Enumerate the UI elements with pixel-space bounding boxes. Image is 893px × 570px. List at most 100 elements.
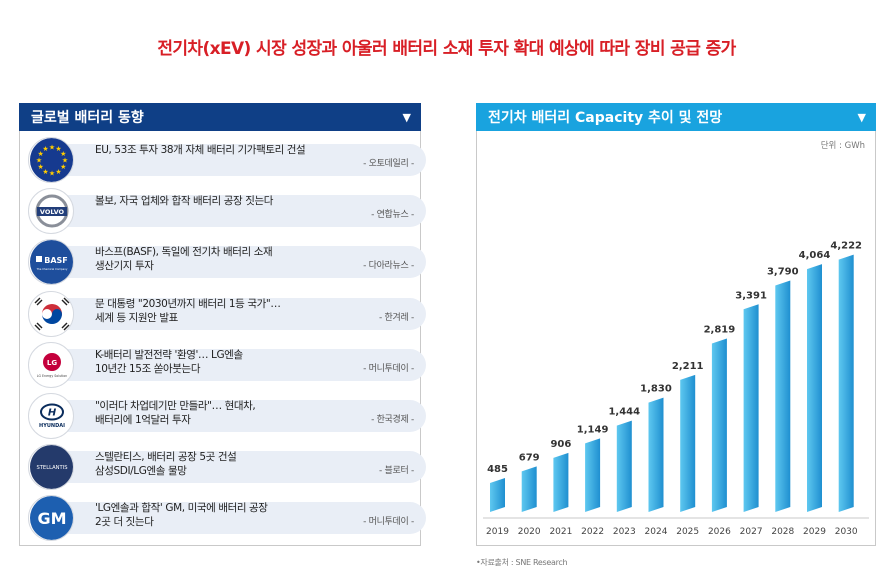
bar-2019 <box>490 478 505 512</box>
svg-text:H: H <box>48 408 57 419</box>
x-tick-2022: 2022 <box>581 527 604 537</box>
chart-area: 단위 : GWh 485 2019 679 2020 906 2021 1,149 2022 1… <box>476 131 876 546</box>
news-item[interactable]: BASF The Chemical Company 바스프(BASF), 독일에 … <box>20 239 426 287</box>
news-item[interactable]: VOLVO 볼보, 자국 업체와 합작 배터리 공장 짓는다 - 연합뉴스 - <box>20 188 426 236</box>
news-headline[interactable]: 볼보, 자국 업체와 합작 배터리 공장 짓는다 <box>95 195 273 208</box>
battery-capacity-panel: 전기차 배터리 Capacity 추이 및 전망 ▼ 단위 : GWh 485 2… <box>476 103 876 546</box>
news-item[interactable]: ★ ★ ★ ★ ★ ★ ★ ★ ★ ★ ★ ★ EU, 53조 투자 38개 자체 배터리 기가팩토리 … <box>20 137 426 185</box>
news-headline[interactable]: EU, 53조 투자 38개 자체 배터리 기가팩토리 건설 <box>95 144 306 156</box>
news-headline[interactable]: K-배터리 발전전략 '환영'… LG엔솔 10년간 15조 쏟아붓는다 <box>95 348 243 375</box>
news-headline[interactable]: 스텔란티스, 배터리 공장 5곳 건설 삼성SDI/LG엔솔 물망 <box>95 451 237 478</box>
caret-down-icon[interactable]: ▼ <box>402 110 411 124</box>
logo-subtext: LG Energy Solution <box>37 374 67 378</box>
value-label-2028: 3,790 <box>767 266 799 277</box>
value-label-2029: 4,064 <box>799 250 831 261</box>
lg-energy-logo: LG LG Energy Solution <box>28 341 74 388</box>
news-item-background <box>44 451 426 484</box>
value-label-2022: 1,149 <box>577 424 609 435</box>
svg-text:★: ★ <box>60 150 66 158</box>
bar-2028 <box>775 280 791 512</box>
news-item-background <box>44 297 426 330</box>
news-source: - 오토데일리 - <box>363 159 414 169</box>
news-item-background <box>44 144 426 176</box>
svg-text:★: ★ <box>36 157 42 165</box>
news-headline[interactable]: 바스프(BASF), 독일에 전기차 배터리 소재 생산기지 투자 <box>95 246 273 273</box>
news-source: - 머니투데이 - <box>363 363 414 374</box>
news-item-background <box>44 348 426 381</box>
value-label-2023: 1,444 <box>608 407 640 418</box>
svg-text:★: ★ <box>55 145 61 153</box>
x-tick-2025: 2025 <box>676 527 699 537</box>
logo-text: LG <box>47 359 57 367</box>
x-tick-2029: 2029 <box>803 527 826 537</box>
news-item-background <box>44 195 426 228</box>
bar-2025 <box>680 374 696 512</box>
news-item[interactable]: H HYUNDAI "이러다 차업데기만 만들라"… 현대차, 배터리에 1억달러… <box>20 393 426 441</box>
capacity-bar-chart: 485 2019 679 2020 906 2021 1,149 2022 1,444 2023 1… <box>483 241 869 537</box>
logo-text: VOLVO <box>40 208 65 216</box>
svg-text:★: ★ <box>55 168 61 176</box>
logo-text: GM <box>37 509 66 528</box>
bar-2024 <box>648 397 664 512</box>
eu-flag-icon: ★ ★ ★ ★ ★ ★ ★ ★ ★ ★ ★ ★ <box>28 137 74 183</box>
x-tick-2021: 2021 <box>549 527 572 537</box>
news-item-background <box>44 400 426 432</box>
news-source: - 다아라뉴스 - <box>363 261 414 272</box>
bar-2020 <box>521 466 537 512</box>
panel-title: 전기차 배터리 Capacity 추이 및 전망 <box>488 110 723 126</box>
value-label-2027: 3,391 <box>735 290 767 301</box>
logo-subtext: The Chemical Company <box>37 267 68 271</box>
svg-text:★: ★ <box>49 144 55 152</box>
global-battery-trends-panel: 글로벌 배터리 동향 ▼ ★ ★ ★ ★ ★ ★ ★ ★ ★ ★ ★ ★ EU, 53조 투자 38개 … <box>19 103 426 546</box>
value-label-2026: 2,819 <box>704 324 736 335</box>
news-source: - 머니투데이 - <box>363 517 414 528</box>
logo-text: STELLANTIS <box>36 465 67 471</box>
bar-2022 <box>585 438 601 512</box>
panel-header[interactable]: 글로벌 배터리 동향 ▼ <box>19 103 421 131</box>
korea-flag-icon <box>28 290 74 337</box>
news-source: - 연합뉴스 - <box>371 210 414 221</box>
panel-header[interactable]: 전기차 배터리 Capacity 추이 및 전망 ▼ <box>476 103 876 131</box>
basf-logo: BASF The Chemical Company <box>28 239 74 286</box>
news-headline[interactable]: "이러다 차업데기만 만들라"… 현대차, 배터리에 1억달러 투자 <box>95 400 256 426</box>
news-headline[interactable]: 'LG엔솔과 합작' GM, 미국에 배터리 공장 2곳 더 짓는다 <box>95 502 268 529</box>
volvo-logo: VOLVO <box>28 188 74 235</box>
panel-title: 글로벌 배터리 동향 <box>31 110 144 126</box>
news-item[interactable]: STELLANTIS 스텔란티스, 배터리 공장 5곳 건설 삼성SDI/LG엔솔… <box>20 444 426 492</box>
gm-logo: GM <box>28 495 74 542</box>
news-source: - 한국경제 - <box>371 415 414 425</box>
logo-text: BASF <box>44 256 68 265</box>
bar-2026 <box>711 338 727 512</box>
stellantis-logo: STELLANTIS <box>28 444 74 491</box>
svg-text:★: ★ <box>42 168 48 176</box>
svg-text:★: ★ <box>38 150 44 158</box>
x-tick-2027: 2027 <box>740 527 763 537</box>
news-item-background <box>44 502 426 535</box>
value-label-2025: 2,211 <box>672 361 704 372</box>
hyundai-logo: H HYUNDAI <box>28 393 74 439</box>
logo-text: HYUNDAI <box>39 423 65 429</box>
news-item[interactable]: LG LG Energy Solution K-배터리 발전전략 '환영'… LG… <box>20 341 426 390</box>
news-headline[interactable]: 문 대통령 "2030년까지 배터리 1등 국가"… 세계 등 지원안 발표 <box>95 297 281 324</box>
bar-2023 <box>616 420 632 512</box>
x-tick-2028: 2028 <box>771 527 794 537</box>
x-tick-2026: 2026 <box>708 527 731 537</box>
bar-2030 <box>838 254 854 512</box>
x-tick-2030: 2030 <box>835 527 858 537</box>
unit-label: 단위 : GWh <box>820 141 865 151</box>
bar-2021 <box>553 452 569 512</box>
news-source: - 블로터 - <box>379 466 414 477</box>
news-list: ★ ★ ★ ★ ★ ★ ★ ★ ★ ★ ★ ★ EU, 53조 투자 38개 자체 배터리 기가팩토리 … <box>19 131 426 546</box>
caret-down-icon[interactable]: ▼ <box>857 110 866 124</box>
bar-2027 <box>743 304 759 512</box>
value-label-2021: 906 <box>550 439 571 450</box>
svg-text:★: ★ <box>49 170 55 178</box>
news-item-background <box>44 246 426 279</box>
source-note: •자료출처 : SNE Research <box>476 558 568 567</box>
news-item[interactable]: GM 'LG엔솔과 합작' GM, 미국에 배터리 공장 2곳 더 짓는다 - 머니… <box>20 495 426 543</box>
svg-text:★: ★ <box>62 157 68 165</box>
bar-2029 <box>807 264 822 512</box>
x-tick-2024: 2024 <box>645 527 668 537</box>
x-tick-2019: 2019 <box>486 527 509 537</box>
news-item[interactable]: 문 대통령 "2030년까지 배터리 1등 국가"… 세계 등 지원안 발표 - … <box>20 290 426 339</box>
